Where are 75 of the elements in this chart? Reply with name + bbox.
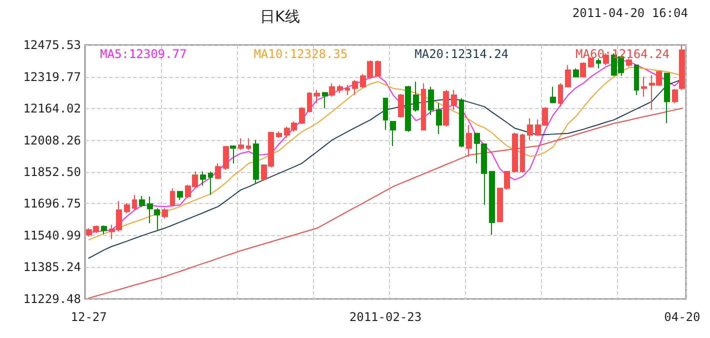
text: MA5:12309.77 — [100, 47, 187, 61]
candlestick — [314, 89, 320, 104]
candlestick — [139, 195, 145, 208]
candlestick — [253, 139, 259, 184]
y-tick-label: 12319.77 — [23, 70, 81, 84]
candlestick — [383, 98, 388, 130]
text: 2011-04-20 16:04 — [572, 6, 688, 20]
candlestick — [634, 64, 639, 96]
candlestick — [512, 132, 518, 174]
text: MA20:12314.24 — [414, 47, 509, 61]
candlestick — [573, 68, 579, 78]
candlestick — [451, 89, 457, 110]
candlestick — [337, 84, 343, 94]
candlestick — [398, 94, 404, 118]
y-tick-label: 12008.26 — [23, 133, 81, 148]
candlestick — [170, 188, 175, 208]
candlestick — [413, 81, 419, 112]
candlestick — [596, 58, 601, 69]
candlestick — [230, 146, 236, 164]
candlestick — [459, 98, 464, 148]
x-tick-label: 2011-02-23 — [349, 310, 422, 324]
y-tick-label: 11385.24 — [23, 260, 81, 274]
y-tick-label: 12164.02 — [23, 102, 81, 116]
candlestick — [520, 133, 525, 174]
candlestick — [299, 106, 305, 124]
candlestick — [345, 84, 350, 96]
candlestick — [466, 124, 472, 158]
text: MA10:12328.35 — [254, 47, 348, 61]
candlestick — [664, 72, 670, 124]
candlestick — [588, 56, 594, 68]
candlestick — [390, 121, 396, 147]
candlestick — [550, 86, 556, 104]
candlestick — [352, 79, 358, 96]
candlestick — [132, 194, 137, 211]
candlestick — [626, 58, 632, 68]
line-series — [88, 108, 683, 299]
y-tick-label: 11540.99 — [23, 228, 81, 242]
y-tick-label: 12475.53 — [23, 38, 81, 52]
y-tick-label: 11696.75 — [23, 196, 81, 211]
candlestick — [246, 138, 251, 150]
candlestick — [375, 60, 381, 78]
candlestick — [238, 138, 244, 150]
candlestick — [679, 44, 685, 90]
candlestick — [421, 82, 426, 130]
candlestick — [322, 92, 328, 109]
x-tick-label: 12-27 — [70, 310, 107, 324]
candlestick — [443, 89, 449, 128]
candlestick — [177, 190, 183, 200]
candlestick — [580, 62, 586, 78]
candlestick — [405, 85, 411, 132]
y-tick-label: 11852.50 — [23, 165, 81, 179]
candlestick — [276, 130, 282, 138]
candlestick — [428, 86, 434, 116]
candlestick — [641, 76, 647, 98]
candlestick — [565, 64, 571, 88]
y-tick-label: 11229.48 — [23, 292, 81, 306]
candlestick — [436, 102, 442, 134]
candlestick — [527, 118, 533, 140]
candlestick — [200, 170, 206, 186]
candlestick — [101, 225, 107, 235]
candlestick — [223, 146, 229, 170]
candlestick — [124, 202, 130, 214]
candlestick — [558, 82, 563, 108]
candlestick — [162, 208, 168, 219]
candlestick — [329, 82, 335, 98]
chart-title: 日K线 — [260, 8, 300, 26]
candlestick — [215, 162, 221, 180]
x-tick-label: 04-20 — [664, 310, 700, 324]
candlestick — [672, 88, 678, 104]
candlestick — [154, 208, 160, 230]
text: MA60:12164.24 — [576, 47, 670, 61]
candlestick — [307, 91, 312, 113]
candlestick — [489, 170, 495, 236]
candlestick — [208, 170, 213, 196]
candlestick — [147, 196, 153, 224]
